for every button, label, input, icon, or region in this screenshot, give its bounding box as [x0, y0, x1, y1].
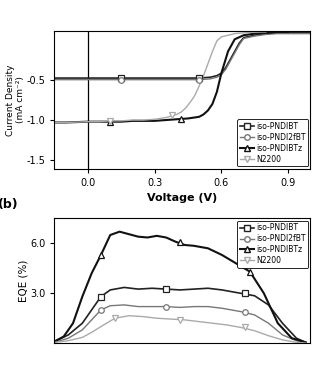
Y-axis label: EQE (%): EQE (%) — [19, 260, 29, 302]
Legend: iso-PNDIBT, iso-PNDI2fBT, iso-PNDIBTz, N2200: iso-PNDIBT, iso-PNDI2fBT, iso-PNDIBTz, N… — [237, 221, 308, 268]
Text: (b): (b) — [0, 198, 19, 211]
X-axis label: Voltage (V): Voltage (V) — [147, 193, 218, 203]
Y-axis label: Current Density
(mA cm⁻²): Current Density (mA cm⁻²) — [6, 64, 25, 136]
Legend: iso-PNDIBT, iso-PNDI2fBT, iso-PNDIBTz, N2200: iso-PNDIBT, iso-PNDI2fBT, iso-PNDIBTz, N… — [237, 119, 308, 166]
